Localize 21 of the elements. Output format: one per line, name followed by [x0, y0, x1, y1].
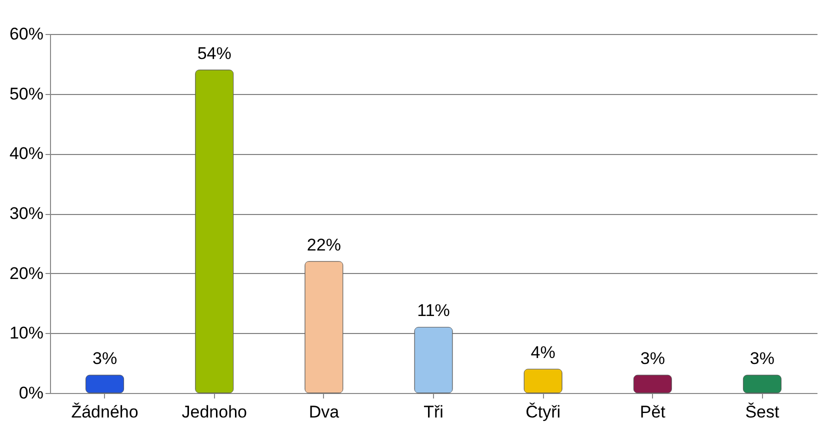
- data-label: 54%: [197, 44, 232, 63]
- x-tick-label: Tři: [424, 402, 444, 422]
- data-label: 11%: [417, 301, 450, 320]
- x-tick-label: Pět: [640, 402, 666, 422]
- y-tick-label: 30%: [9, 204, 44, 223]
- y-tick-label: 0%: [18, 384, 44, 402]
- data-label: 4%: [530, 343, 556, 362]
- x-tick-label: Šest: [745, 402, 780, 422]
- y-tick-label: 10%: [9, 324, 44, 343]
- data-label: 3%: [92, 349, 118, 368]
- data-label: 3%: [640, 349, 665, 368]
- x-tick-label: Jednoho: [182, 402, 247, 422]
- x-tick-label: Dva: [308, 402, 340, 422]
- data-label: 3%: [750, 349, 775, 368]
- y-tick-label: 20%: [9, 264, 44, 283]
- y-tick-label: 50%: [9, 84, 44, 104]
- y-tick-label: 40%: [9, 144, 44, 164]
- data-label: 22%: [306, 235, 341, 254]
- x-tick-label: Žádného: [71, 402, 138, 422]
- x-tick-label: Čtyři: [526, 402, 561, 422]
- y-tick-label: 60%: [9, 24, 44, 44]
